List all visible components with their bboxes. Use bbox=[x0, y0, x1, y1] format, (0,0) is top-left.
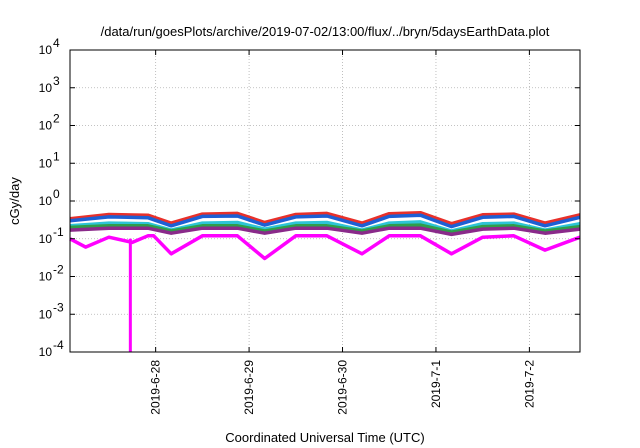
chart-title: /data/run/goesPlots/archive/2019-07-02/1… bbox=[101, 24, 550, 39]
series-line-5 bbox=[69, 234, 581, 261]
y-tick-exponent: 0 bbox=[53, 187, 60, 201]
y-tick-exponent: 2 bbox=[53, 112, 60, 126]
y-tick-label: 10 bbox=[39, 43, 53, 57]
x-tick-label: 2019-7-2 bbox=[522, 360, 536, 408]
y-tick-label: 10 bbox=[39, 119, 53, 133]
y-axis-label: cGy/day bbox=[7, 177, 22, 225]
series-line-0 bbox=[69, 210, 581, 226]
y-tick-label: 10 bbox=[39, 232, 53, 246]
series-line-3 bbox=[69, 223, 581, 234]
y-tick-label: 10 bbox=[39, 307, 53, 321]
y-tick-exponent: 1 bbox=[53, 149, 60, 163]
x-tick-label: 2019-7-1 bbox=[429, 360, 443, 408]
y-tick-label: 10 bbox=[39, 194, 53, 208]
y-tick-label: 10 bbox=[39, 81, 53, 95]
y-tick-exponent: 4 bbox=[53, 36, 60, 50]
y-tick-exponent: 3 bbox=[53, 74, 60, 88]
x-tick-label: 2019-6-29 bbox=[242, 360, 256, 415]
x-tick-label: 2019-6-28 bbox=[149, 360, 163, 415]
series-line-4 bbox=[69, 226, 581, 237]
y-tick-label: 10 bbox=[39, 345, 53, 359]
y-tick-exponent: -1 bbox=[53, 225, 64, 239]
series-line-1 bbox=[69, 213, 581, 229]
grid bbox=[70, 50, 580, 352]
x-tick-label: 2019-6-30 bbox=[336, 360, 350, 415]
y-tick-exponent: -2 bbox=[53, 263, 64, 277]
y-tick-exponent: -3 bbox=[53, 300, 64, 314]
y-tick-exponent: -4 bbox=[53, 338, 64, 352]
y-tick-label: 10 bbox=[39, 270, 53, 284]
y-tick-label: 10 bbox=[39, 156, 53, 170]
series-layer bbox=[69, 210, 581, 352]
x-axis-label: Coordinated Universal Time (UTC) bbox=[225, 430, 424, 445]
x-axis: 2019-6-28 2019-6-29 2019-6-30 2019-7-1 2019-… bbox=[149, 50, 536, 415]
